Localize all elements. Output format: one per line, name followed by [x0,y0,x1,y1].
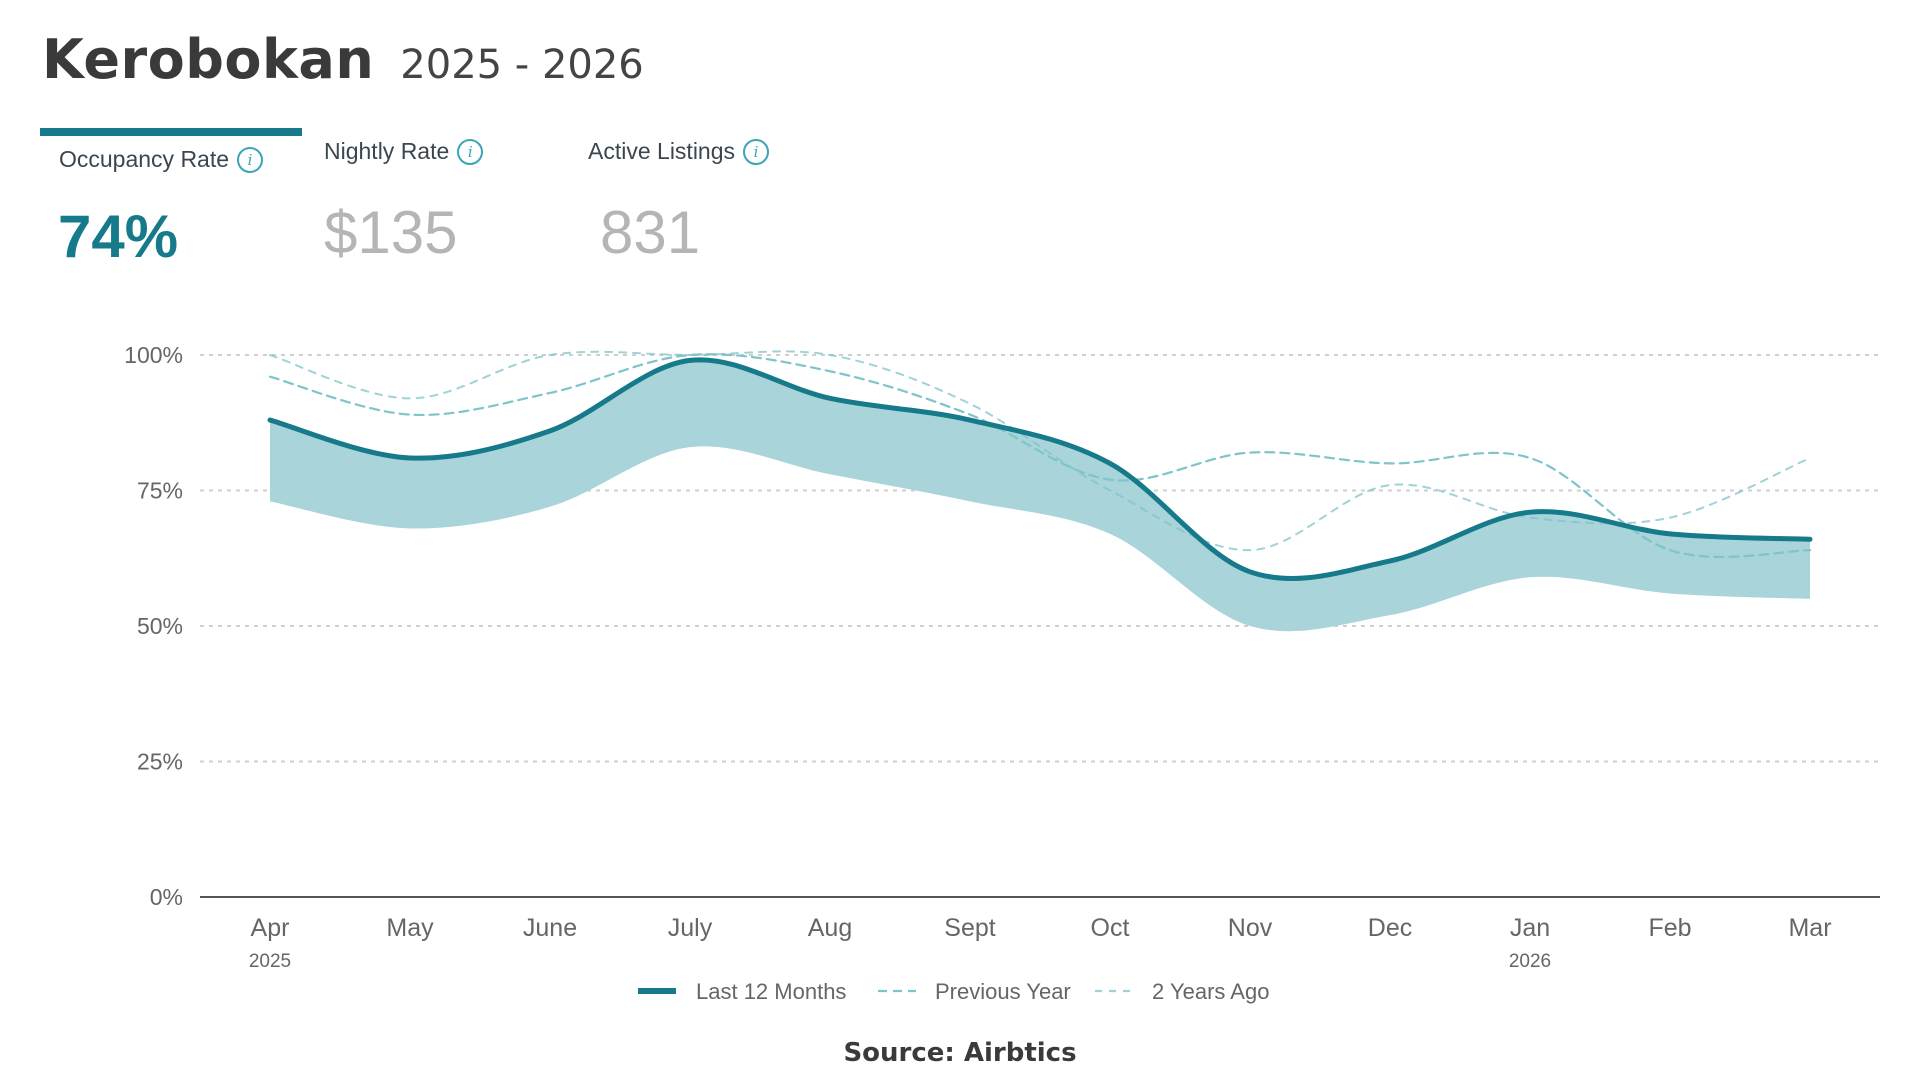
tab-nightly-rate[interactable]: Nightly Rate i $135 [322,128,542,288]
tab-value: 74% [58,203,179,270]
series-line-previous-year [268,353,1812,559]
legend-label: 2 Years Ago [1152,979,1269,1004]
info-icon[interactable]: i [457,138,484,165]
y-tick-label: 75% [137,478,183,504]
tab-label: Occupancy Rate [59,146,230,172]
tab-label: Nightly Rate [324,138,450,164]
tab-active-listings[interactable]: Active Listings i 831 [586,128,826,288]
legend-label: Previous Year [935,979,1071,1004]
occupancy-range-band [270,359,1810,632]
tab-label: Active Listings [588,138,736,164]
source-caption: Source: Airbtics [843,1038,1077,1068]
chart-header: Kerobokan 2025 - 2026 [42,28,644,91]
x-tick-label: Feb [1648,914,1691,942]
y-tick-label: 50% [137,613,183,639]
x-tick-label: May [386,914,434,942]
y-tick-label: 100% [124,342,183,368]
x-tick-label: Dec [1368,914,1412,942]
x-year-label: 2026 [1509,951,1551,972]
x-tick-label: July [668,914,713,942]
y-tick-label: 0% [150,884,183,910]
place-title: Kerobokan [42,28,375,91]
active-tab-indicator [40,128,302,136]
info-icon[interactable]: i [743,138,770,165]
tab-value: $135 [324,199,458,266]
x-tick-label: Nov [1228,914,1273,942]
x-tick-label: June [523,914,577,942]
y-tick-label: 25% [137,749,183,775]
x-tick-label: Aug [808,914,852,942]
x-tick-label: Oct [1091,914,1130,942]
x-tick-label: Sept [944,914,995,942]
tab-occupancy-rate[interactable]: Occupancy Rate i 74% [40,128,302,288]
series-line-2-years-ago [269,350,1811,552]
series-line-last-12-months [267,357,1813,581]
x-year-label: 2025 [249,951,291,972]
x-tick-label: Apr [251,914,290,942]
year-range: 2025 - 2026 [400,42,644,88]
x-tick-label: Mar [1788,914,1831,942]
legend-label: Last 12 Months [696,979,846,1004]
tab-value: 831 [600,199,701,266]
x-tick-label: Jan [1510,914,1550,942]
info-icon[interactable]: i [237,146,264,173]
